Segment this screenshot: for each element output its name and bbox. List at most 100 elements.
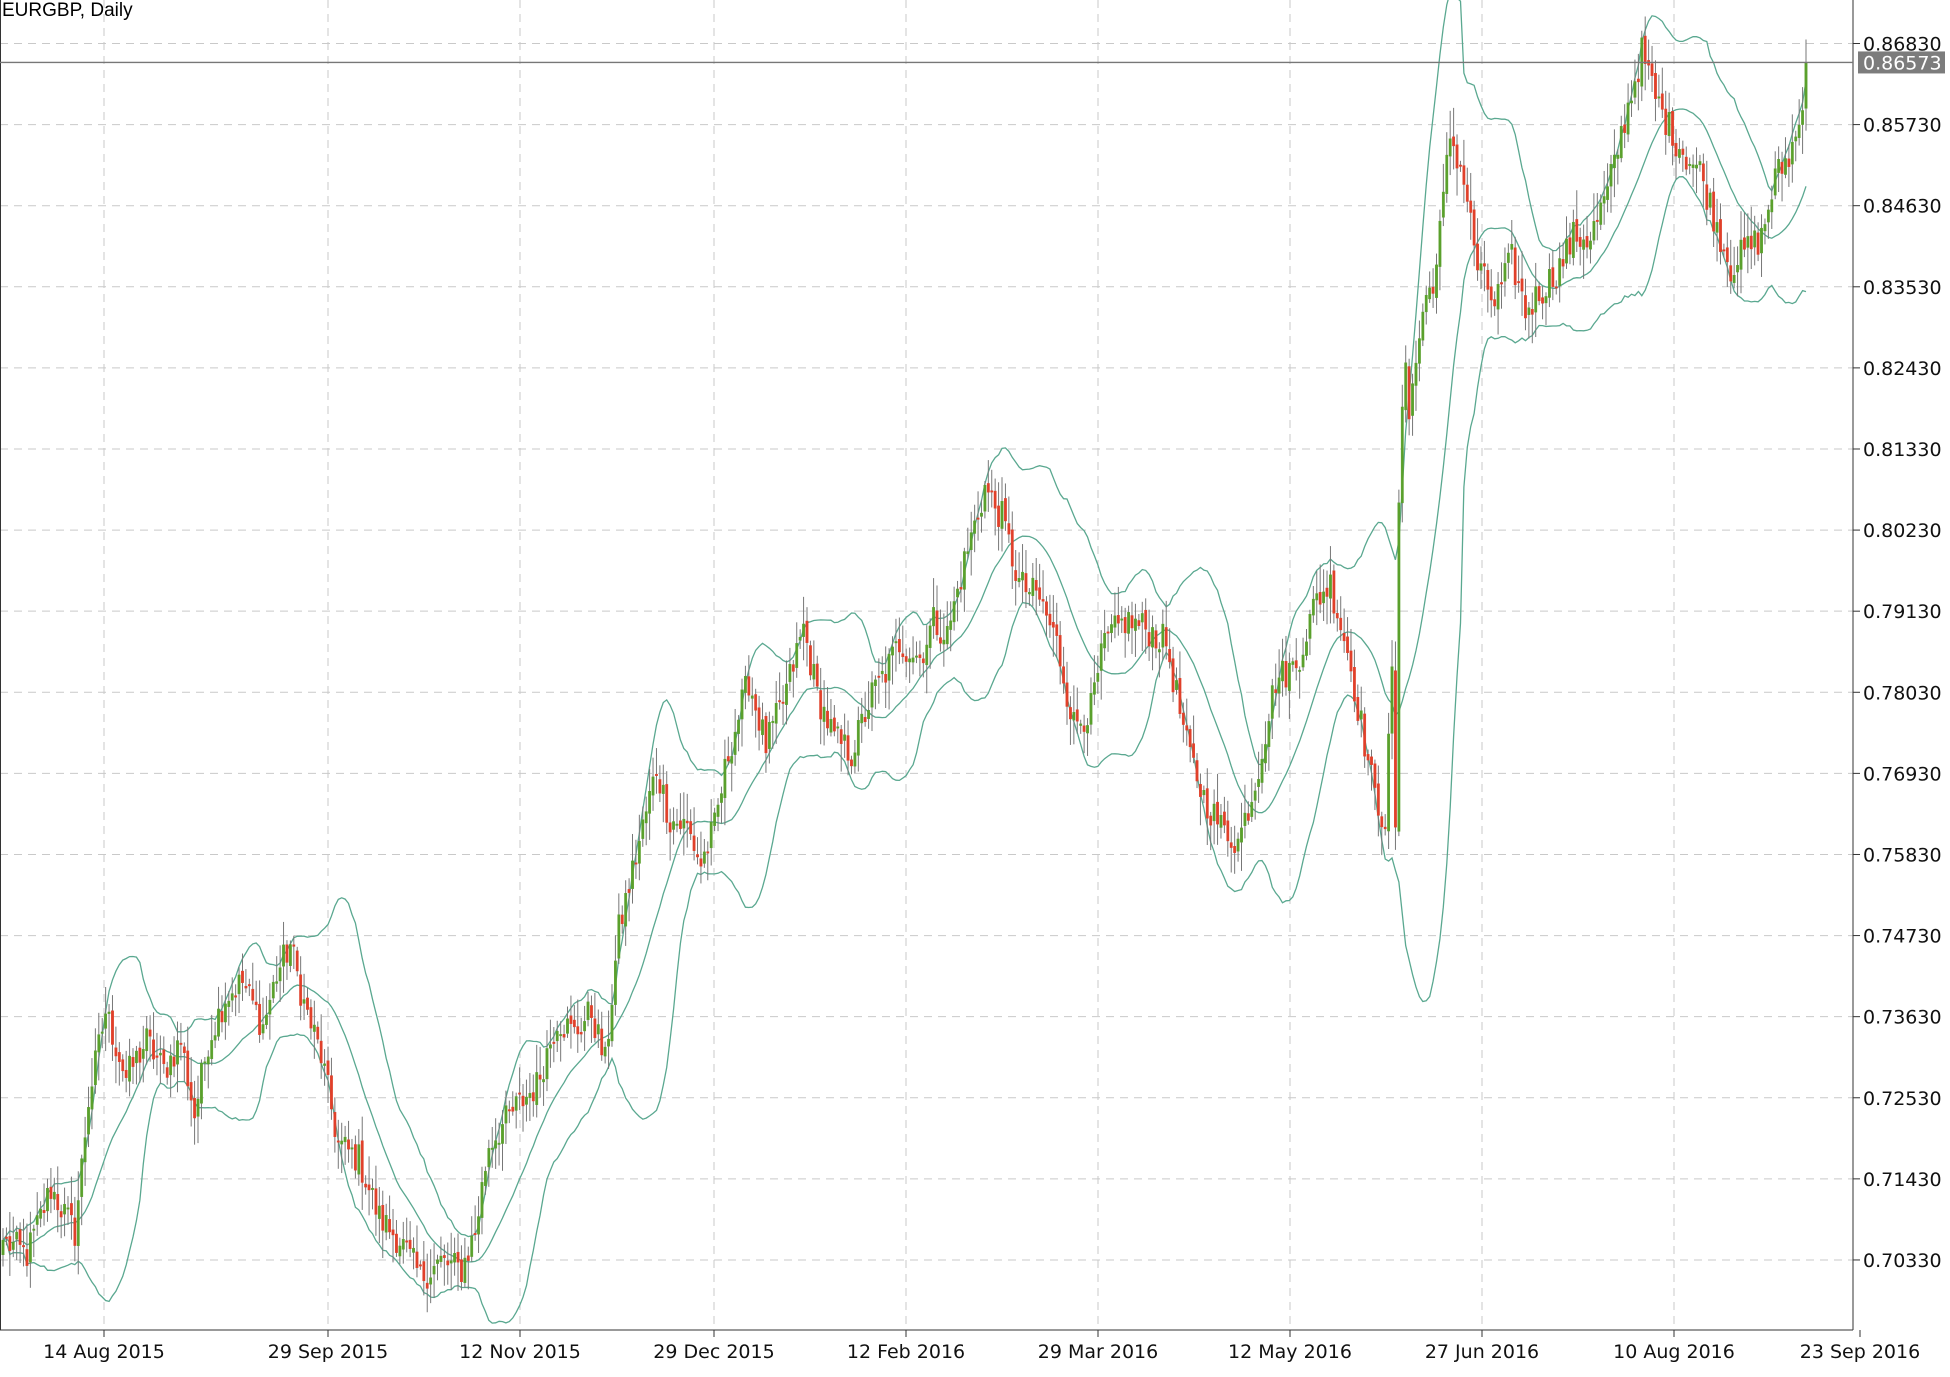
candle-body xyxy=(1301,654,1305,668)
candle-body xyxy=(35,1215,39,1225)
candle xyxy=(179,1022,183,1061)
candle-body xyxy=(802,623,805,637)
candle-body xyxy=(538,1074,542,1080)
candle xyxy=(1671,107,1674,166)
candle xyxy=(1270,678,1274,739)
candle xyxy=(1544,292,1548,326)
candle-body xyxy=(521,1095,525,1107)
candle-body xyxy=(1024,573,1028,593)
candle xyxy=(870,671,874,732)
candle-body xyxy=(1561,259,1565,267)
candle-body xyxy=(1264,744,1267,764)
candle-body xyxy=(1548,269,1551,298)
candle xyxy=(1753,215,1757,266)
candle xyxy=(682,792,686,856)
candle xyxy=(1695,147,1698,194)
candle-body xyxy=(1736,265,1739,273)
candle-body xyxy=(566,1018,569,1034)
candle xyxy=(1414,340,1418,411)
candle xyxy=(928,618,932,669)
candle xyxy=(1585,215,1589,259)
candle-body xyxy=(1363,713,1367,757)
candle xyxy=(490,1126,494,1168)
candle-body xyxy=(1571,221,1575,258)
candle xyxy=(1794,130,1798,162)
candle xyxy=(1349,628,1353,683)
candle-body xyxy=(637,840,641,864)
y-tick-label: 0.70330 xyxy=(1863,1250,1942,1272)
candle-body xyxy=(367,1184,371,1191)
candle-body xyxy=(518,1092,522,1095)
candle-body xyxy=(1554,286,1558,289)
candle-body xyxy=(182,1046,186,1054)
candle-body xyxy=(945,625,949,645)
candle-body xyxy=(644,811,648,824)
candle-body xyxy=(213,1035,217,1041)
candle-body xyxy=(227,1000,231,1007)
candle-body xyxy=(593,1018,597,1039)
candle xyxy=(1287,652,1291,719)
candle-body xyxy=(754,694,758,711)
candle-body xyxy=(1349,650,1353,672)
candle-body xyxy=(617,914,621,959)
candle-body xyxy=(822,706,826,722)
candle xyxy=(1281,638,1284,697)
candle-body xyxy=(1715,222,1719,233)
candle-body xyxy=(1373,763,1377,788)
candle xyxy=(1561,242,1565,279)
candle-body xyxy=(1329,574,1332,599)
candle xyxy=(111,995,114,1061)
candle xyxy=(1322,569,1326,621)
candle xyxy=(1503,247,1507,297)
candle xyxy=(819,667,823,745)
candle-body xyxy=(935,610,939,636)
candle xyxy=(353,1135,357,1179)
candle-body xyxy=(542,1079,545,1083)
candle xyxy=(1766,204,1770,239)
candle-body xyxy=(785,683,788,705)
candle xyxy=(976,491,980,541)
candle xyxy=(832,705,836,737)
candle-body xyxy=(1664,108,1668,135)
candle-body xyxy=(1151,627,1154,648)
candle xyxy=(1479,246,1483,290)
candle xyxy=(1209,811,1213,851)
candle xyxy=(726,736,730,765)
candle xyxy=(268,983,272,1040)
candle xyxy=(1537,281,1541,306)
candle xyxy=(1681,140,1685,172)
candle-body xyxy=(757,707,761,731)
candle xyxy=(511,1091,515,1116)
candle xyxy=(1113,592,1117,639)
candle-body xyxy=(702,851,706,864)
y-tick-label: 0.73630 xyxy=(1863,1007,1942,1029)
candle-body xyxy=(117,1052,121,1062)
candle xyxy=(1424,285,1428,325)
candle-body xyxy=(1007,523,1011,535)
candle xyxy=(764,712,768,773)
candle xyxy=(1469,172,1473,240)
candle xyxy=(1205,768,1209,846)
candle xyxy=(1144,598,1148,654)
candle-body xyxy=(1075,709,1079,722)
candle-body xyxy=(815,663,819,687)
candle xyxy=(357,1129,361,1186)
candle-body xyxy=(1400,406,1404,504)
candle xyxy=(1739,211,1743,294)
candle-body xyxy=(839,729,843,744)
candle-body xyxy=(901,653,905,658)
candle xyxy=(850,755,853,775)
x-tick-label: 23 Sep 2016 xyxy=(1800,1341,1920,1363)
candle-body xyxy=(1322,591,1326,604)
candle xyxy=(607,1010,610,1069)
candle-body xyxy=(1753,230,1757,248)
candle-body xyxy=(384,1215,388,1233)
candle-body xyxy=(1414,362,1418,386)
candle xyxy=(1465,167,1469,213)
candle-body xyxy=(1219,815,1223,828)
candle xyxy=(251,962,255,1005)
candle-body xyxy=(1099,643,1103,671)
candle-body xyxy=(1619,126,1623,159)
